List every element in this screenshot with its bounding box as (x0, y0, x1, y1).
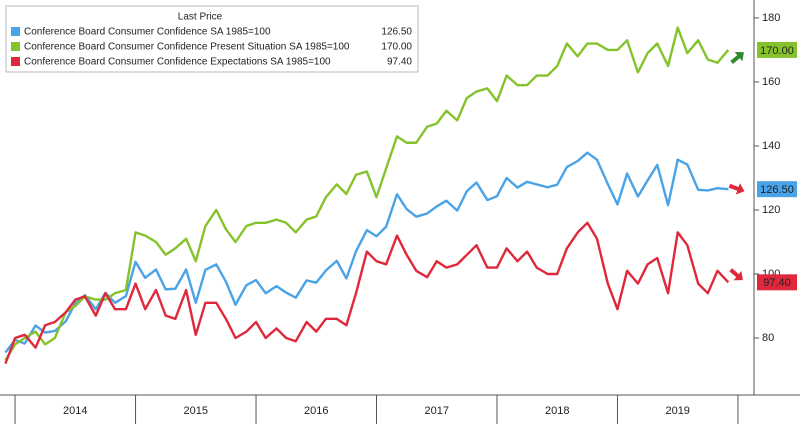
legend-swatch (11, 27, 20, 36)
y-tick-label: 80 (762, 332, 774, 344)
legend-label: Conference Board Consumer Confidence Exp… (24, 57, 331, 68)
price-tags: 126.50 170.00 97.40 (728, 41, 797, 291)
legend-box (5, 5, 419, 73)
series-line (4, 151, 729, 354)
trend-arrow (728, 183, 745, 195)
price-tag (757, 41, 797, 58)
trend-arrow (729, 268, 743, 281)
x-tick-label: 2015 (184, 405, 208, 417)
x-tick-label: 2016 (304, 405, 328, 417)
price-tag-label: 97.40 (763, 277, 791, 289)
y-tick-label: 160 (762, 76, 780, 88)
price-tag-label: 170.00 (760, 45, 794, 57)
price-tag (757, 274, 797, 291)
series-line (4, 221, 730, 365)
legend-value: 170.00 (381, 42, 412, 53)
legend-label: Conference Board Consumer Confidence Pre… (24, 42, 350, 53)
legend-value: 97.40 (387, 57, 412, 68)
legend-label: Conference Board Consumer Confidence SA … (24, 27, 271, 38)
x-tick-label: 2014 (63, 405, 87, 417)
series-line (4, 26, 730, 362)
legend-swatch (11, 42, 20, 51)
y-tick-label: 140 (762, 140, 780, 152)
trend-arrow-shape (730, 52, 744, 64)
y-tick-label: 120 (762, 204, 780, 216)
legend: Last Price Conference Board Consumer Con… (5, 5, 419, 73)
trend-arrow-shape (729, 268, 743, 281)
y-tick-label: 180 (762, 12, 780, 24)
price-tag (757, 181, 797, 198)
plot-area (4, 26, 730, 365)
x-tick-label: 2018 (545, 405, 569, 417)
legend-value: 126.50 (381, 27, 412, 38)
x-tick-label: 2017 (425, 405, 449, 417)
x-tick-label: 2019 (665, 405, 689, 417)
price-tag-label: 126.50 (760, 184, 794, 196)
trend-arrow (730, 52, 744, 64)
trend-arrow-shape (728, 183, 745, 195)
legend-title: Last Price (178, 12, 223, 23)
legend-swatch (11, 57, 20, 66)
